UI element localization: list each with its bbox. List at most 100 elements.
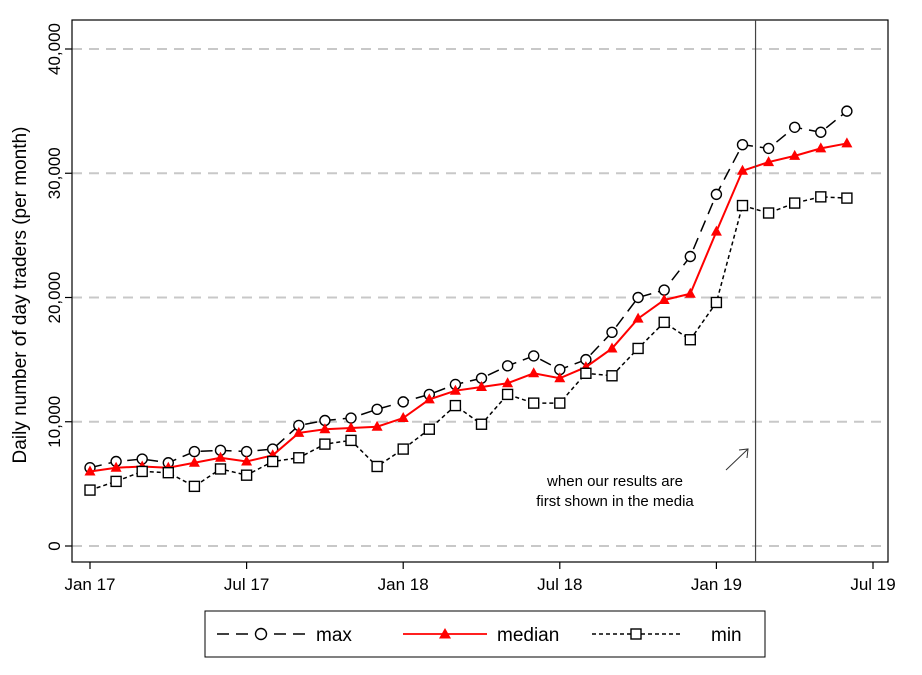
- data-point-max: [762, 142, 775, 155]
- series-group: [84, 105, 853, 496]
- annotation-arrow-shaft: [725, 448, 749, 471]
- gridlines: [72, 48, 888, 547]
- data-point-median: [215, 451, 226, 462]
- legend-item-median: median: [403, 625, 559, 646]
- y-axis-title: Daily number of day traders (per month): [10, 127, 31, 464]
- data-point-min: [319, 438, 331, 450]
- y-tick-label: 20,000: [45, 272, 64, 324]
- data-point-min: [110, 475, 122, 488]
- y-tick-label: 10,000: [45, 396, 64, 448]
- data-point-median: [241, 455, 253, 466]
- data-point-min: [762, 207, 775, 219]
- plot-frame: [71, 19, 889, 563]
- data-point-median: [476, 380, 487, 391]
- x-tick-label: Jan 17: [64, 575, 115, 594]
- legend-label-median: median: [497, 625, 559, 646]
- data-point-max: [345, 412, 357, 424]
- data-point-median: [632, 312, 644, 323]
- data-point-max: [841, 105, 853, 117]
- data-point-min: [789, 197, 801, 209]
- legend-item-max: max: [217, 625, 352, 646]
- legend-label-min: min: [711, 625, 742, 646]
- data-point-median: [84, 465, 96, 476]
- data-point-min: [528, 397, 540, 409]
- data-point-min: [710, 296, 723, 309]
- data-point-median: [815, 142, 827, 153]
- legend-label-max: max: [316, 625, 352, 646]
- data-point-min: [293, 452, 305, 464]
- data-point-min: [240, 469, 253, 481]
- data-point-median: [319, 423, 331, 434]
- data-point-min: [188, 480, 201, 493]
- data-point-median: [606, 342, 618, 353]
- data-point-min: [815, 191, 827, 203]
- data-point-min: [162, 466, 175, 479]
- data-point-min: [606, 370, 618, 382]
- series-line-max: [89, 110, 848, 469]
- data-point-median: [423, 393, 435, 404]
- data-point-max: [606, 326, 618, 338]
- data-point-median: [658, 293, 670, 304]
- data-point-max: [371, 403, 383, 416]
- x-tick-label: Jan 19: [691, 575, 742, 594]
- data-point-median: [841, 137, 853, 148]
- data-point-min: [84, 484, 96, 496]
- data-point-max: [815, 126, 827, 138]
- x-tick-label: Jul 18: [537, 575, 582, 594]
- data-point-max: [188, 445, 201, 458]
- data-point-min: [136, 465, 148, 478]
- data-point-median: [710, 225, 722, 236]
- data-point-max: [240, 445, 253, 458]
- data-point-min: [632, 342, 644, 355]
- data-point-max: [397, 396, 409, 408]
- x-tick-label: Jul 17: [224, 575, 269, 594]
- data-point-min: [345, 434, 357, 447]
- data-point-max: [684, 250, 696, 263]
- x-tick-label: Jul 19: [850, 575, 895, 594]
- legend-item-min: min: [592, 625, 742, 646]
- y-tick-label: 30,000: [45, 147, 64, 199]
- y-tick-label: 40,000: [45, 23, 64, 75]
- legend-box: [204, 610, 766, 658]
- series-min: [84, 191, 853, 496]
- annotation-line-2: first shown in the media: [536, 493, 694, 510]
- data-point-min: [841, 192, 853, 204]
- data-point-median: [110, 461, 122, 472]
- series-median: [84, 137, 853, 476]
- data-point-max: [658, 284, 670, 296]
- annotation-arrow-head: [738, 448, 749, 459]
- data-point-min: [736, 199, 749, 212]
- data-point-max: [501, 360, 514, 372]
- data-point-min: [214, 463, 227, 475]
- data-point-min: [658, 316, 670, 329]
- series-max: [84, 105, 853, 474]
- data-point-min: [397, 443, 409, 455]
- data-point-median: [345, 421, 357, 432]
- y-tick-label: 0: [45, 541, 64, 550]
- data-point-min: [371, 460, 383, 473]
- series-line-median: [89, 142, 848, 473]
- data-point-median: [397, 412, 409, 423]
- legend-marker-median: [439, 628, 451, 639]
- data-point-max: [736, 138, 749, 151]
- data-point-min: [501, 388, 514, 401]
- data-point-median: [528, 367, 540, 378]
- data-point-max: [632, 291, 644, 304]
- data-point-median: [554, 372, 566, 383]
- data-point-min: [580, 367, 592, 379]
- annotation-group: when our results are first shown in the …: [536, 20, 757, 562]
- data-point-min: [554, 397, 566, 409]
- data-point-min: [423, 423, 435, 435]
- data-point-median: [737, 164, 748, 175]
- data-point-median: [789, 149, 801, 160]
- legend-marker-min: [630, 628, 642, 640]
- x-tick-label: Jan 18: [378, 575, 429, 594]
- data-point-min: [684, 334, 696, 346]
- data-point-median: [449, 384, 461, 395]
- data-point-median: [371, 420, 383, 431]
- data-point-median: [188, 456, 200, 467]
- legend-marker-max: [254, 627, 268, 641]
